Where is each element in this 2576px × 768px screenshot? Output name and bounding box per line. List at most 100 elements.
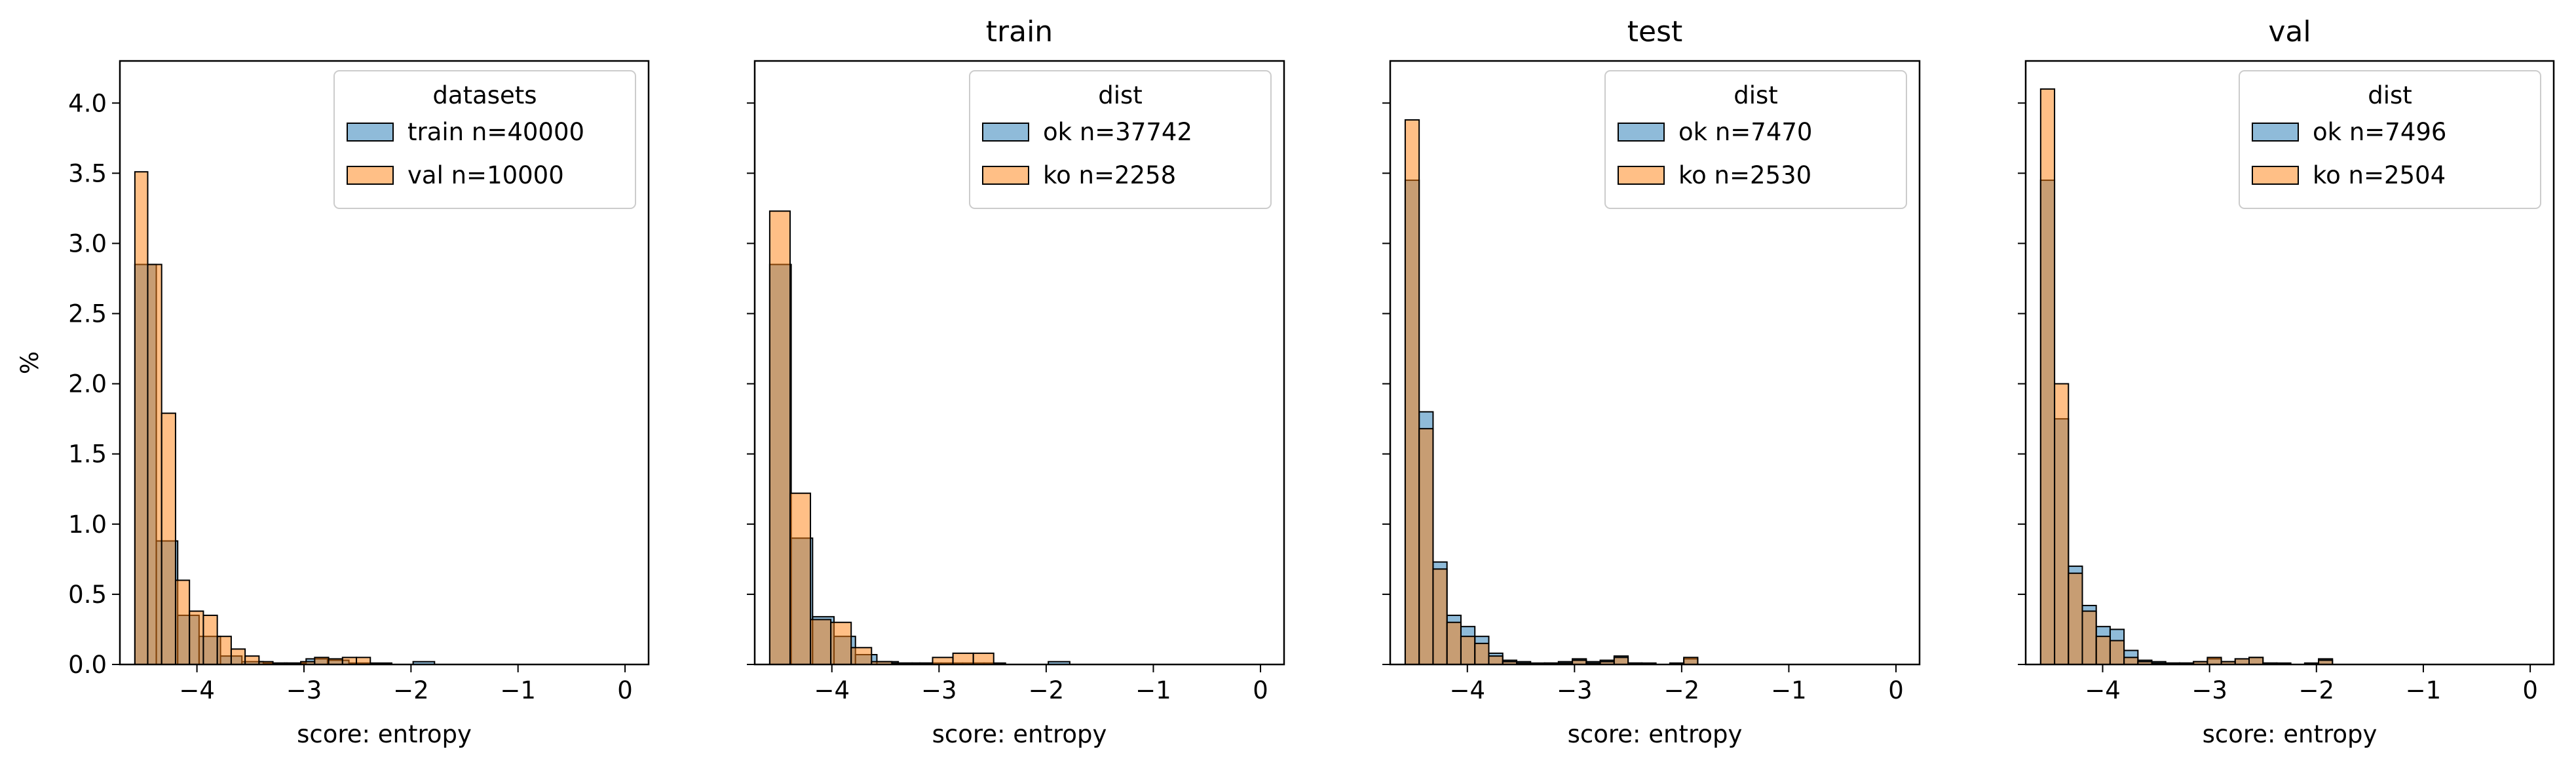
histogram-bar	[134, 171, 149, 665]
x-tick-label: 0	[617, 676, 633, 704]
legend-box	[1604, 70, 1907, 209]
series-2	[134, 171, 371, 666]
histogram-bar	[328, 658, 343, 665]
series-1	[2039, 180, 2334, 666]
y-tick-label: 3.0	[68, 229, 107, 258]
histogram-bar	[2207, 657, 2222, 666]
x-tick-label: −4	[814, 676, 850, 704]
x-tick-label: −1	[2406, 676, 2442, 704]
series-2	[1404, 119, 1699, 666]
y-tick-label: 0.0	[68, 651, 107, 679]
histogram-bar	[1474, 642, 1490, 665]
histogram-bar	[202, 615, 218, 666]
x-tick-label: −4	[1449, 676, 1485, 704]
histogram-bar	[161, 412, 176, 666]
legend-label: ok n=7470	[1678, 118, 1812, 146]
x-tick-label: −4	[179, 676, 215, 704]
axes-frame	[753, 60, 1285, 666]
chart-panel-4: −4 −3 −2 −1 0 score: entropy val dist ok n=7496 k…	[2018, 15, 2555, 748]
chart-panel-1: −4 −3 −2 −1 0 0.0 0.5 1.0 1.5 2.0 2.5 3.0 3.5 4.0 scor…	[16, 60, 650, 748]
x-tick-label: −3	[1557, 676, 1593, 704]
legend: dist ok n=7470 ko n=2530	[1604, 70, 1907, 209]
x-axis-label: score: entropy	[2203, 720, 2377, 748]
x-axis-label: score: entropy	[932, 720, 1107, 748]
series-1	[1404, 180, 1699, 666]
legend-label: train n=40000	[407, 118, 584, 146]
legend-title: datasets	[432, 81, 537, 109]
histogram-bar	[850, 647, 873, 665]
x-tick-label: 0	[1888, 676, 1904, 704]
x-tick-label: −2	[393, 676, 429, 704]
histogram-bar	[830, 621, 852, 666]
histogram-bar	[2234, 658, 2250, 665]
histogram-bar	[1460, 636, 1476, 665]
legend-box	[333, 70, 636, 209]
histogram-bar	[2081, 610, 2097, 666]
histogram-bar	[314, 657, 330, 666]
histogram-bar	[356, 657, 371, 666]
histogram-bar	[932, 657, 954, 666]
legend-swatch	[2252, 123, 2299, 142]
chart-title: train	[986, 15, 1053, 48]
y-tick-label: 0.5	[68, 581, 107, 609]
chart-panel-2: −4 −3 −2 −1 0 score: entropy train dist ok n=377…	[747, 15, 1285, 748]
histogram-bar	[230, 648, 246, 665]
legend-swatch	[347, 166, 394, 185]
histogram-bar	[1418, 428, 1434, 665]
histogram-bar	[1613, 657, 1629, 666]
x-tick-label: −2	[1664, 676, 1700, 704]
x-tick-label: 0	[1253, 676, 1268, 704]
histogram-bar	[810, 619, 832, 665]
legend-swatch	[1618, 123, 1665, 142]
legend-label: ko n=2530	[1678, 161, 1811, 189]
histogram-bar	[1432, 568, 1448, 666]
series-2	[768, 210, 994, 666]
axes-frame	[2024, 60, 2555, 666]
histogram-bar	[2039, 88, 2056, 665]
chart-title: val	[2268, 15, 2311, 48]
histogram-bar	[789, 492, 812, 665]
histogram-bar	[768, 210, 791, 665]
histogram-bar	[244, 655, 260, 666]
y-axis-label: %	[16, 351, 44, 374]
axes-frame	[119, 60, 650, 666]
x-tick-label: −2	[2299, 676, 2335, 704]
legend-title: dist	[1098, 81, 1143, 109]
histogram-bar	[147, 263, 162, 665]
legend-box	[2239, 70, 2541, 209]
legend-label: ko n=2504	[2313, 161, 2446, 189]
histogram-bar	[174, 579, 191, 665]
histogram-bar	[952, 652, 974, 665]
x-axis-label: score: entropy	[1568, 720, 1743, 748]
legend-label: ok n=37742	[1043, 118, 1192, 146]
y-tick-label: 1.0	[68, 510, 107, 539]
histogram-bar	[216, 636, 232, 665]
legend-label: val n=10000	[407, 161, 564, 189]
series-1	[768, 263, 1070, 666]
histogram-bar	[2054, 383, 2070, 666]
x-axis-label: score: entropy	[297, 720, 472, 748]
chart-title: test	[1627, 15, 1683, 48]
x-tick-label: 0	[2522, 676, 2538, 704]
legend-swatch	[982, 123, 1029, 142]
legend-title: dist	[2368, 81, 2412, 109]
chart-panel-3: −4 −3 −2 −1 0 score: entropy test dist ok n=7470…	[1382, 15, 1921, 748]
y-tick-label: 3.5	[68, 159, 107, 187]
legend-swatch	[982, 166, 1029, 185]
y-tick-label: 2.0	[68, 370, 107, 398]
histogram-bar	[2123, 657, 2139, 666]
histogram-bar	[2109, 640, 2125, 666]
legend-label: ok n=7496	[2313, 118, 2446, 146]
legend-box	[969, 70, 1272, 209]
histogram-bar	[1683, 657, 1699, 666]
x-tick-label: −2	[1029, 676, 1065, 704]
histogram-bar	[2248, 657, 2264, 666]
legend-swatch	[347, 123, 394, 142]
y-tick-label: 4.0	[68, 89, 107, 117]
histogram-bar	[189, 610, 204, 666]
x-tick-label: −4	[2085, 676, 2121, 704]
x-tick-label: −3	[921, 676, 957, 704]
x-tick-label: −3	[2191, 676, 2227, 704]
axes-frame	[1389, 60, 1921, 666]
